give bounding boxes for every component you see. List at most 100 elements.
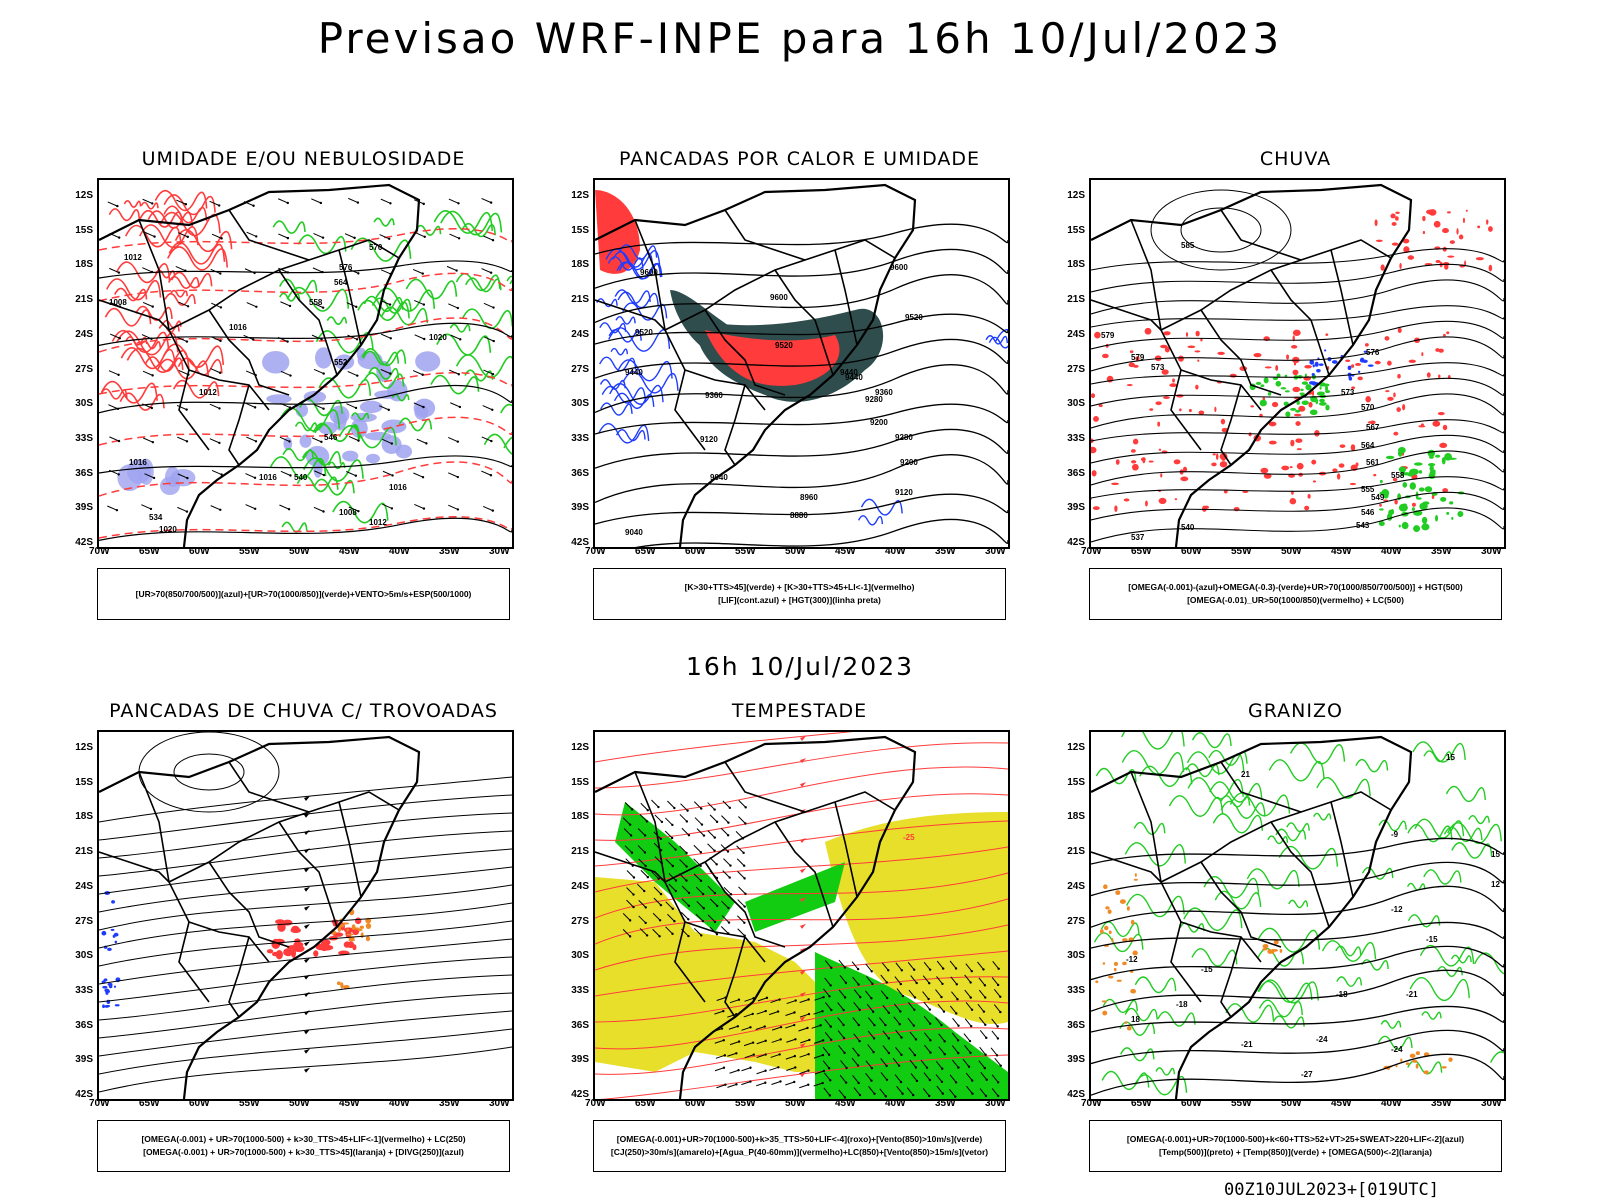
lat-tick-label: 39S xyxy=(75,502,93,514)
lon-tick-label: 60W xyxy=(685,546,706,557)
panel-legend: [K>30+TTS>45](verde) + [K>30+TTS>45+LI<-… xyxy=(593,568,1006,620)
contour-label: 1008 xyxy=(339,508,357,517)
run-footer: 00Z10JUL2023+[019UTC] xyxy=(1224,1180,1439,1200)
lat-tick-label: 18S xyxy=(75,811,93,823)
contour-label: 579 xyxy=(1131,353,1145,362)
contour-label: 549 xyxy=(1371,493,1385,502)
lon-tick-label: 70W xyxy=(585,546,606,557)
contour-label: 9520 xyxy=(775,341,793,350)
contour-label: -24 xyxy=(1316,1035,1328,1044)
lat-tick-label: 30S xyxy=(75,950,93,962)
legend-line: [CJ(250)>30m/s](amarelo)+[Agua_P(40-60mm… xyxy=(610,1147,989,1157)
contour-label: 9360 xyxy=(875,388,893,397)
contour-label: -25 xyxy=(903,833,915,842)
lat-tick-label: 24S xyxy=(571,328,589,340)
contour-label: 9600 xyxy=(640,268,658,277)
lon-tick-label: 55W xyxy=(735,546,756,557)
lat-tick-label: 21S xyxy=(571,294,589,306)
contour-label: 567 xyxy=(1366,423,1380,432)
lat-tick-label: 30S xyxy=(571,398,589,410)
lat-tick-label: 33S xyxy=(571,432,589,444)
contour-label: -21 xyxy=(1241,1040,1253,1049)
lat-tick-label: 21S xyxy=(1067,294,1085,306)
map-panel xyxy=(97,730,514,1101)
contour-label: -15 xyxy=(1201,965,1213,974)
legend-line: [Temp(500)](preto) + [Temp(850)](verde) … xyxy=(1159,1147,1432,1157)
map-canvas: 5855855795765735705675645615585555495465… xyxy=(1091,183,1504,547)
lon-tick-label: 55W xyxy=(239,546,260,557)
contour-label: 570 xyxy=(369,243,383,252)
lat-tick-label: 27S xyxy=(1067,915,1085,927)
contour-label: 15 xyxy=(1446,753,1455,762)
lat-tick-label: 36S xyxy=(1067,1019,1085,1031)
lat-tick-label: 36S xyxy=(1067,467,1085,479)
panel-title: TEMPESTADE xyxy=(731,700,868,722)
lon-tick-label: 55W xyxy=(1231,1098,1252,1109)
legend-line: [OMEGA(-0.001)+UR>70(1000-500)+k>35_TTS>… xyxy=(616,1134,983,1144)
contour-label: 558 xyxy=(309,298,323,307)
lon-tick-label: 50W xyxy=(1281,1098,1302,1109)
panel-title: CHUVA xyxy=(1259,148,1332,170)
lon-tick-label: 65W xyxy=(635,546,656,557)
contour-label: 9600 xyxy=(770,293,788,302)
lon-tick-label: 60W xyxy=(685,1098,706,1109)
map-panel: 5855855795765735705675645615585555495465… xyxy=(1089,178,1506,549)
lat-tick-label: 18S xyxy=(571,259,589,271)
panel-title: GRANIZO xyxy=(1248,700,1343,722)
lat-tick-label: 36S xyxy=(571,467,589,479)
contour-label: 9280 xyxy=(865,395,883,404)
contour-label: 552 xyxy=(334,358,348,367)
contour-label: -18 xyxy=(1176,1000,1188,1009)
lon-tick-label: 70W xyxy=(89,1098,110,1109)
contour-label: 8960 xyxy=(800,493,818,502)
lat-tick-label: 33S xyxy=(75,432,93,444)
panel-legend: [OMEGA(-0.001)+UR>70(1000-500)+k<60+TTS>… xyxy=(1089,1120,1502,1172)
contour-label: 570 xyxy=(1361,403,1375,412)
lat-tick-label: 30S xyxy=(1067,398,1085,410)
lat-tick-label: 15S xyxy=(75,776,93,788)
legend-line: [OMEGA(-0.001)-(azul)+OMEGA(-0.3)-(verde… xyxy=(1128,582,1463,592)
contour-label: 543 xyxy=(1356,521,1370,530)
contour-label: 21 xyxy=(1241,770,1250,779)
lon-tick-label: 50W xyxy=(289,546,310,557)
contour-label: 1020 xyxy=(429,333,447,342)
lat-tick-label: 42S xyxy=(1067,537,1085,548)
panel-title: PANCADAS DE CHUVA C/ TROVOADAS xyxy=(109,700,498,722)
lat-tick-label: 18S xyxy=(75,259,93,271)
lat-tick-label: 36S xyxy=(571,1019,589,1031)
contour-label: 1008 xyxy=(109,298,127,307)
panel-title: UMIDADE E/OU NEBULOSIDADE xyxy=(141,148,466,170)
contour-label: 9040 xyxy=(625,528,643,537)
contour-label: 579 xyxy=(1101,331,1115,340)
lat-tick-label: 27S xyxy=(75,363,93,375)
contour-label: 9440 xyxy=(625,368,643,377)
lat-tick-label: 39S xyxy=(1067,502,1085,514)
contour-label: 1016 xyxy=(229,323,247,332)
contour-label: -9 xyxy=(1391,830,1399,839)
contour-label: 573 xyxy=(1151,363,1165,372)
contour-label: 9280 xyxy=(895,433,913,442)
contour-label: 564 xyxy=(1361,441,1375,450)
lon-tick-label: 65W xyxy=(635,1098,656,1109)
lat-tick-label: 39S xyxy=(571,1054,589,1066)
lon-tick-label: 45W xyxy=(835,1098,856,1109)
legend-line: [UR>70(850/700/500)](azul)+[UR>70(1000/8… xyxy=(135,588,472,599)
lat-tick-label: 18S xyxy=(1067,811,1085,823)
contour-label: 546 xyxy=(1361,508,1375,517)
contour-label: 540 xyxy=(1181,523,1195,532)
lon-tick-label: 35W xyxy=(439,546,460,557)
map-canvas: 1012 1016 1008 1016 1020 1012 1016 1012 1008 1020… xyxy=(99,183,512,547)
lat-tick-label: 30S xyxy=(1067,950,1085,962)
lat-tick-label: 21S xyxy=(75,846,93,858)
middle-date: 16h 10/Jul/2023 xyxy=(685,652,915,681)
panel-legend: [UR>70(850/700/500)](azul)+[UR>70(1000/8… xyxy=(97,568,510,620)
lon-tick-label: 40W xyxy=(389,546,410,557)
lat-tick-label: 27S xyxy=(75,915,93,927)
lat-tick-label: 24S xyxy=(571,880,589,892)
lat-tick-label: 15S xyxy=(571,776,589,788)
legend-line: [K>30+TTS>45](verde) + [K>30+TTS>45+LI<-… xyxy=(684,582,915,592)
lon-tick-label: 40W xyxy=(885,546,906,557)
lon-tick-label: 65W xyxy=(139,546,160,557)
lat-tick-label: 24S xyxy=(1067,328,1085,340)
contour-label: 9120 xyxy=(700,435,718,444)
